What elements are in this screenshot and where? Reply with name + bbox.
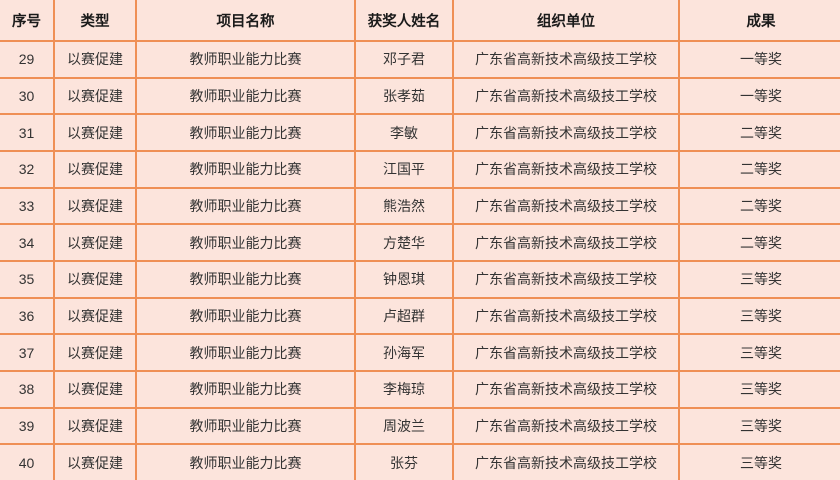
cell-result: 二等奖 [678,223,840,262]
cell-winner: 卢超群 [354,296,454,336]
cell-winner: 江国平 [354,149,454,189]
cell-winner: 方楚华 [354,223,454,262]
cell-project: 教师职业能力比赛 [135,259,356,299]
cell-project: 教师职业能力比赛 [135,369,356,409]
cell-result: 三等奖 [678,259,840,299]
cell-organization: 广东省高新技术高级技工学校 [452,406,680,446]
cell-type: 以赛促建 [53,149,137,189]
cell-winner: 周波兰 [354,406,454,446]
cell-type: 以赛促建 [53,443,137,480]
cell-project: 教师职业能力比赛 [135,223,356,262]
cell-project: 教师职业能力比赛 [135,113,356,152]
cell-result: 三等奖 [678,406,840,446]
cell-organization: 广东省高新技术高级技工学校 [452,443,680,480]
cell-index: 40 [0,443,55,480]
table-header: 序号 类型 项目名称 获奖人姓名 组织单位 成果 [0,0,840,42]
cell-project: 教师职业能力比赛 [135,186,356,226]
table-row: 40 以赛促建 教师职业能力比赛 张芬 广东省高新技术高级技工学校 三等奖 [0,443,840,480]
column-header-index: 序号 [0,0,55,42]
cell-organization: 广东省高新技术高级技工学校 [452,333,680,372]
cell-result: 三等奖 [678,443,840,480]
cell-project: 教师职业能力比赛 [135,76,356,116]
cell-project: 教师职业能力比赛 [135,40,356,79]
table-row: 39 以赛促建 教师职业能力比赛 周波兰 广东省高新技术高级技工学校 三等奖 [0,406,840,446]
cell-result: 三等奖 [678,369,840,409]
table-row: 29 以赛促建 教师职业能力比赛 邓子君 广东省高新技术高级技工学校 一等奖 [0,40,840,79]
table-row: 36 以赛促建 教师职业能力比赛 卢超群 广东省高新技术高级技工学校 三等奖 [0,296,840,336]
cell-type: 以赛促建 [53,369,137,409]
cell-winner: 熊浩然 [354,186,454,226]
cell-winner: 孙海军 [354,333,454,372]
cell-type: 以赛促建 [53,113,137,152]
cell-result: 二等奖 [678,113,840,152]
cell-project: 教师职业能力比赛 [135,149,356,189]
cell-result: 二等奖 [678,186,840,226]
cell-winner: 张芬 [354,443,454,480]
cell-project: 教师职业能力比赛 [135,333,356,372]
cell-result: 一等奖 [678,40,840,79]
column-header-winner: 获奖人姓名 [354,0,454,42]
cell-index: 38 [0,369,55,409]
header-row: 序号 类型 项目名称 获奖人姓名 组织单位 成果 [0,0,840,42]
cell-winner: 邓子君 [354,40,454,79]
cell-winner: 张孝茹 [354,76,454,116]
column-header-project: 项目名称 [135,0,356,42]
table-body: 29 以赛促建 教师职业能力比赛 邓子君 广东省高新技术高级技工学校 一等奖 30 以赛促建教… [0,40,840,480]
cell-type: 以赛促建 [53,223,137,262]
cell-result: 二等奖 [678,149,840,189]
cell-index: 31 [0,113,55,152]
table-row: 32 以赛促建 教师职业能力比赛 江国平 广东省高新技术高级技工学校 二等奖 [0,149,840,189]
table-row: 37 以赛促建 教师职业能力比赛 孙海军 广东省高新技术高级技工学校 三等奖 [0,333,840,372]
table-row: 38 以赛促建 教师职业能力比赛 李梅琼 广东省高新技术高级技工学校 三等奖 [0,369,840,409]
column-header-organization: 组织单位 [452,0,680,42]
table-row: 30 以赛促建 教师职业能力比赛 张孝茹 广东省高新技术高级技工学校 一等奖 [0,76,840,116]
cell-result: 一等奖 [678,76,840,116]
cell-type: 以赛促建 [53,186,137,226]
cell-organization: 广东省高新技术高级技工学校 [452,113,680,152]
table-row: 35 以赛促建 教师职业能力比赛 钟恩琪 广东省高新技术高级技工学校 三等奖 [0,259,840,299]
cell-index: 36 [0,296,55,336]
cell-winner: 李梅琼 [354,369,454,409]
cell-organization: 广东省高新技术高级技工学校 [452,223,680,262]
cell-organization: 广东省高新技术高级技工学校 [452,296,680,336]
table-row: 33 以赛促建 教师职业能力比赛 熊浩然 广东省高新技术高级技工学校 二等奖 [0,186,840,226]
cell-index: 34 [0,223,55,262]
table-row: 34 以赛促建 教师职业能力比赛 方楚华 广东省高新技术高级技工学校 二等奖 [0,223,840,262]
cell-type: 以赛促建 [53,259,137,299]
cell-index: 32 [0,149,55,189]
cell-type: 以赛促建 [53,296,137,336]
cell-winner: 李敏 [354,113,454,152]
cell-organization: 广东省高新技术高级技工学校 [452,40,680,79]
cell-index: 35 [0,259,55,299]
cell-organization: 广东省高新技术高级技工学校 [452,186,680,226]
cell-project: 教师职业能力比赛 [135,443,356,480]
cell-organization: 广东省高新技术高级技工学校 [452,76,680,116]
cell-index: 30 [0,76,55,116]
cell-winner: 钟恩琪 [354,259,454,299]
column-header-result: 成果 [678,0,840,42]
cell-type: 以赛促建 [53,406,137,446]
cell-type: 以赛促建 [53,76,137,116]
cell-organization: 广东省高新技术高级技工学校 [452,369,680,409]
cell-organization: 广东省高新技术高级技工学校 [452,259,680,299]
cell-index: 33 [0,186,55,226]
cell-project: 教师职业能力比赛 [135,406,356,446]
cell-index: 37 [0,333,55,372]
cell-result: 三等奖 [678,296,840,336]
cell-result: 三等奖 [678,333,840,372]
cell-project: 教师职业能力比赛 [135,296,356,336]
column-header-type: 类型 [53,0,137,42]
cell-type: 以赛促建 [53,333,137,372]
cell-organization: 广东省高新技术高级技工学校 [452,149,680,189]
cell-type: 以赛促建 [53,40,137,79]
table-row: 31 以赛促建 教师职业能力比赛 李敏 广东省高新技术高级技工学校 二等奖 [0,113,840,152]
cell-index: 29 [0,40,55,79]
cell-index: 39 [0,406,55,446]
